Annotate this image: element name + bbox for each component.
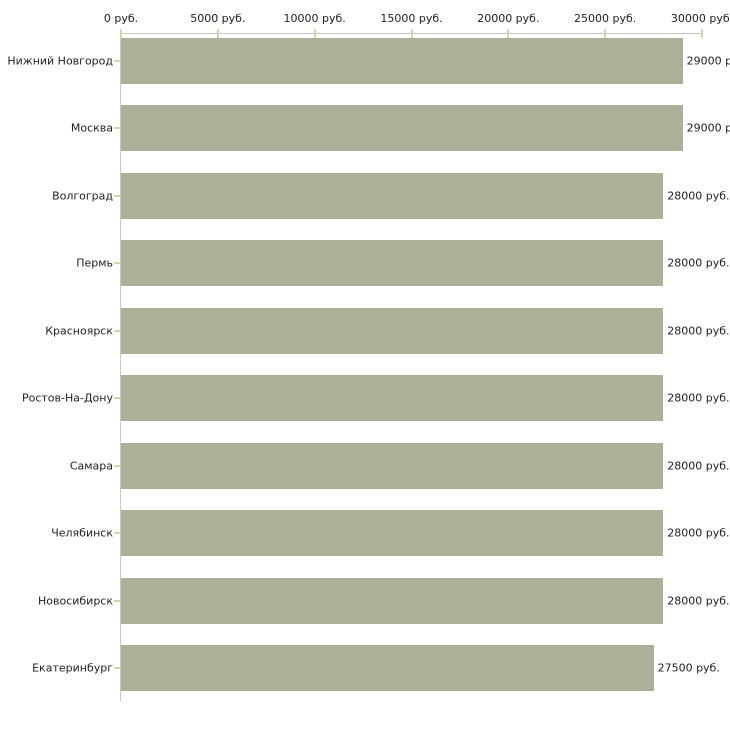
bar [121, 577, 664, 624]
y-axis-line [120, 33, 121, 701]
bar-value-label: 28000 руб. [667, 459, 730, 472]
bar [121, 172, 664, 219]
x-tick-mark [313, 29, 316, 38]
y-tick-mark [114, 127, 120, 129]
x-tick-label: 5000 руб. [190, 12, 246, 25]
category-label: Самара [69, 459, 113, 472]
x-tick-mark [216, 29, 219, 38]
x-tick-label: 0 руб. [103, 12, 139, 25]
bar [121, 240, 664, 286]
bar-value-label: 27500 руб. [657, 661, 720, 675]
y-tick-mark [114, 262, 120, 264]
bar [121, 442, 664, 489]
x-tick-mark [120, 29, 122, 38]
category-label: Ростов-На-Дону [21, 391, 113, 405]
bar [121, 105, 683, 151]
category-label: Екатеринбург [32, 661, 113, 675]
bar-value-label: 29000 руб. [686, 54, 730, 67]
y-tick-mark [114, 667, 120, 669]
bar-value-label: 28000 руб. [667, 391, 730, 405]
bar [121, 510, 664, 556]
bar [121, 307, 664, 354]
bar [121, 645, 654, 691]
x-tick-label: 25000 руб. [574, 12, 637, 25]
category-label: Красноярск [45, 324, 113, 337]
bar-value-label: 28000 руб. [667, 526, 730, 540]
category-label: Волгоград [52, 189, 113, 202]
y-tick-mark [114, 59, 120, 62]
category-label: Челябинск [51, 526, 113, 540]
category-label: Нижний Новгород [7, 54, 113, 67]
bar-value-label: 28000 руб. [667, 594, 730, 607]
category-label: Новосибирск [37, 594, 113, 607]
category-label: Пермь [76, 256, 113, 270]
x-tick-label: 10000 руб. [283, 12, 346, 25]
bar-value-label: 29000 руб. [686, 121, 730, 135]
bar [121, 375, 664, 421]
x-tick-label: 20000 руб. [477, 12, 540, 25]
y-tick-mark [114, 532, 120, 534]
x-tick-mark [410, 29, 413, 38]
x-tick-label: 15000 руб. [380, 12, 443, 25]
bar-value-label: 28000 руб. [667, 256, 730, 270]
bar-value-label: 28000 руб. [667, 189, 730, 202]
x-tick-mark [604, 29, 607, 38]
y-tick-mark [114, 397, 120, 399]
y-tick-mark [114, 599, 120, 602]
y-tick-mark [114, 194, 120, 197]
x-tick-mark [507, 29, 510, 38]
bar [121, 37, 683, 84]
y-tick-mark [114, 464, 120, 467]
category-label: Москва [70, 121, 113, 135]
x-tick-label: 30000 руб. [670, 12, 730, 25]
y-tick-mark [114, 329, 120, 332]
x-tick-mark [701, 29, 703, 38]
bar-value-label: 28000 руб. [667, 324, 730, 337]
